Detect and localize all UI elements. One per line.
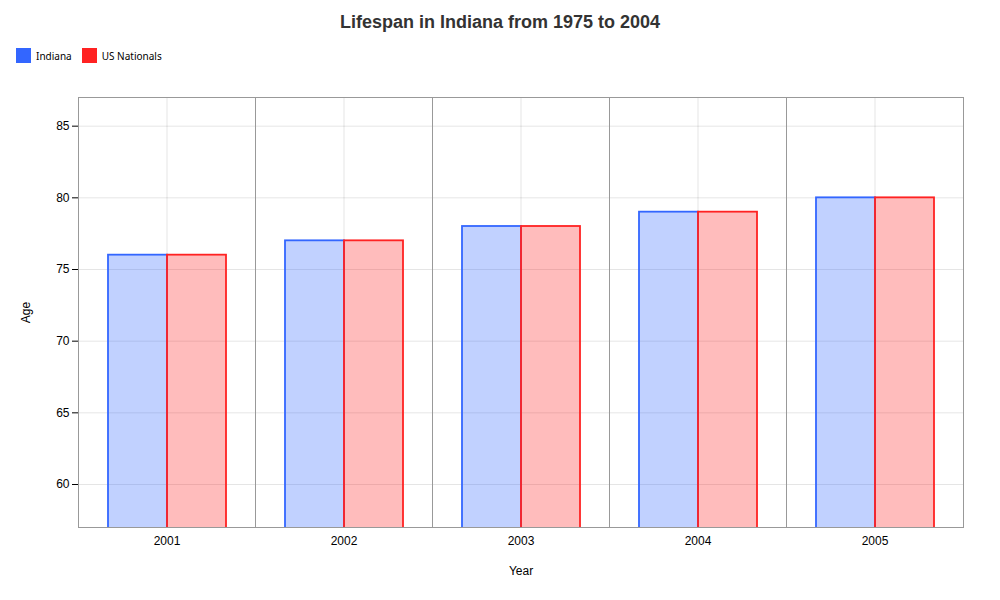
html-text:Indiana: Indiana [36,48,72,63]
svg-text:85: 85 [56,119,70,133]
svg-text:60: 60 [56,477,70,491]
html-text:US Nationals: US Nationals [101,48,162,63]
svg-text:70: 70 [56,334,70,348]
svg-text:2001: 2001 [154,534,181,548]
svg-text:2004: 2004 [685,534,712,548]
svg-text:2003: 2003 [508,534,535,548]
html-text:Lifespan in Indiana from 1975: Lifespan in Indiana from 1975 to 2004 [339,12,660,32]
svg-text:Year: Year [509,564,533,578]
svg-text:65: 65 [56,406,70,420]
svg-text:75: 75 [56,262,70,276]
svg-text:2005: 2005 [862,534,889,548]
svg-text:2002: 2002 [331,534,358,548]
svg-text:Age: Age [19,302,33,324]
svg-text:80: 80 [56,191,70,205]
